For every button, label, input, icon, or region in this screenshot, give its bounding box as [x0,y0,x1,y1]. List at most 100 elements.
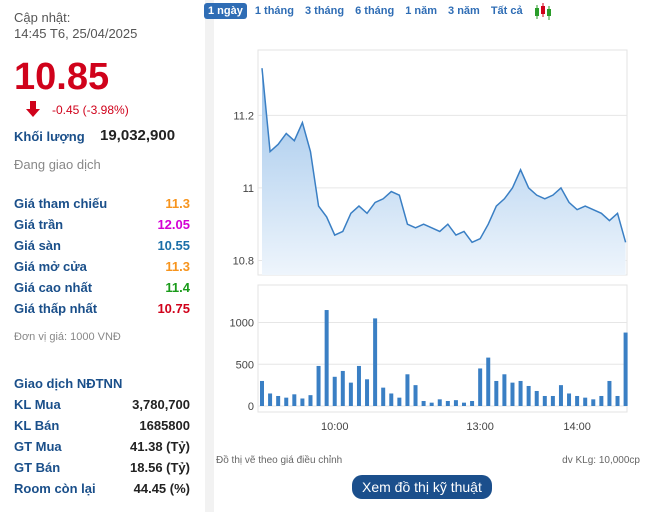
foreign-value: 1685800 [139,418,190,433]
volume-bar [276,395,281,406]
foreign-value: 18.56 (Tỷ) [130,460,190,475]
price-value: 12.05 [157,217,190,232]
volume-bar [591,399,596,406]
volume-bar [510,382,515,406]
foreign-label: GT Mua [14,439,62,454]
volume-bar [599,395,604,406]
volume-bar [534,390,539,406]
volume-bar [462,402,466,406]
volume-bar [421,400,426,406]
volume-bar [502,374,507,406]
volume-bar [453,400,458,406]
price-line [261,68,627,244]
volume-bar [373,318,378,406]
volume-bar [558,385,563,406]
tab[interactable]: 1 năm [405,5,438,17]
volume-frame [257,284,628,413]
tab[interactable]: 6 tháng [355,5,395,17]
price-value: 11.3 [165,259,190,274]
y-tick-label: 11 [243,183,254,195]
volume-bar [437,399,442,406]
candle-icon[interactable] [533,2,553,22]
y-tick-label: 10.8 [233,255,254,267]
volume-bar [575,395,580,406]
price-label: Giá thấp nhất [14,301,98,316]
volume-bar [526,385,531,406]
note-right: dv KLg: 10,000cp [562,455,640,466]
price-area [262,68,626,275]
updated-label: Cập nhật: [14,10,71,25]
volume-bar [550,395,555,406]
status: Đang giao dịch [14,157,101,172]
volume-bar [405,374,410,406]
volume-bar [260,380,264,406]
foreign-label: GT Bán [14,460,61,475]
x-tick-label: 13:00 [466,421,494,433]
volume-bar [583,397,588,406]
volume-label: Khối lượng [14,129,85,144]
volume-bar [308,395,313,406]
unit-note: Đơn vị giá: 1000 VNĐ [14,331,121,343]
volume-bar [470,400,475,406]
price-label: Giá sàn [14,238,61,253]
foreign-value: 41.38 (Tỷ) [130,439,190,454]
volume-bar [365,379,370,406]
change: -0.45 (-3.98%) [52,103,129,117]
volume-bar [518,380,523,406]
foreign-label: KL Bán [14,418,60,433]
price-value: 11.3 [165,196,190,211]
foreign-label: Room còn lại [14,481,96,496]
volume-bar [389,393,394,406]
volume-bar [494,380,499,406]
volume-bar [381,387,386,406]
tab[interactable]: Tất cả [490,5,523,17]
price-value: 10.55 [157,238,190,253]
volume-bar [413,385,418,406]
volume-bar [324,310,329,406]
y-tick-label: 0 [248,401,254,413]
volume-bar [268,393,273,406]
volume-bar [348,382,353,406]
tech-chart-button[interactable]: Xem đồ thị kỹ thuật [352,475,492,499]
volume-bar [332,376,337,406]
volume-bar [316,365,321,406]
foreign-value: 3,780,700 [132,397,190,412]
foreign-title: Giao dịch NĐTNN [14,376,123,391]
price-value: 11.4 [165,280,190,295]
price: 10.85 [14,56,110,98]
volume-bar [397,397,402,406]
price-value: 10.75 [157,301,190,316]
tab[interactable]: 1 ngày [204,3,247,19]
foreign-label: KL Mua [14,397,61,412]
volume-bar [623,332,628,406]
x-tick-label: 14:00 [563,421,591,433]
volume-bar [615,395,620,406]
updated-time: 14:45 T6, 25/04/2025 [14,26,138,41]
divider [205,0,214,512]
tab[interactable]: 3 năm [448,5,480,17]
price-label: Giá tham chiếu [14,196,108,211]
tab[interactable]: 1 tháng [254,5,294,17]
y-tick-label: 500 [236,359,254,371]
foreign-value: 44.45 (%) [133,481,190,496]
price-label: Giá trần [14,217,64,232]
price-label: Giá mở cửa [14,259,87,274]
tab[interactable]: 3 tháng [304,5,345,17]
y-tick-label: 1000 [230,318,254,330]
down-arrow [26,101,40,117]
volume-bar [300,398,305,406]
volume: 19,032,900 [100,127,176,144]
volume-bar [284,397,289,406]
volume-bar [340,370,345,406]
volume-bar [478,368,483,406]
y-tick-label: 11.2 [233,110,254,122]
volume-bar [292,394,297,406]
price-label: Giá cao nhất [14,280,93,295]
note-left: Đồ thị vẽ theo giá điều chỉnh [216,455,343,466]
volume-bar [356,365,361,406]
volume-bar [445,400,450,406]
volume-bar [542,395,547,406]
volume-bar [429,402,434,406]
